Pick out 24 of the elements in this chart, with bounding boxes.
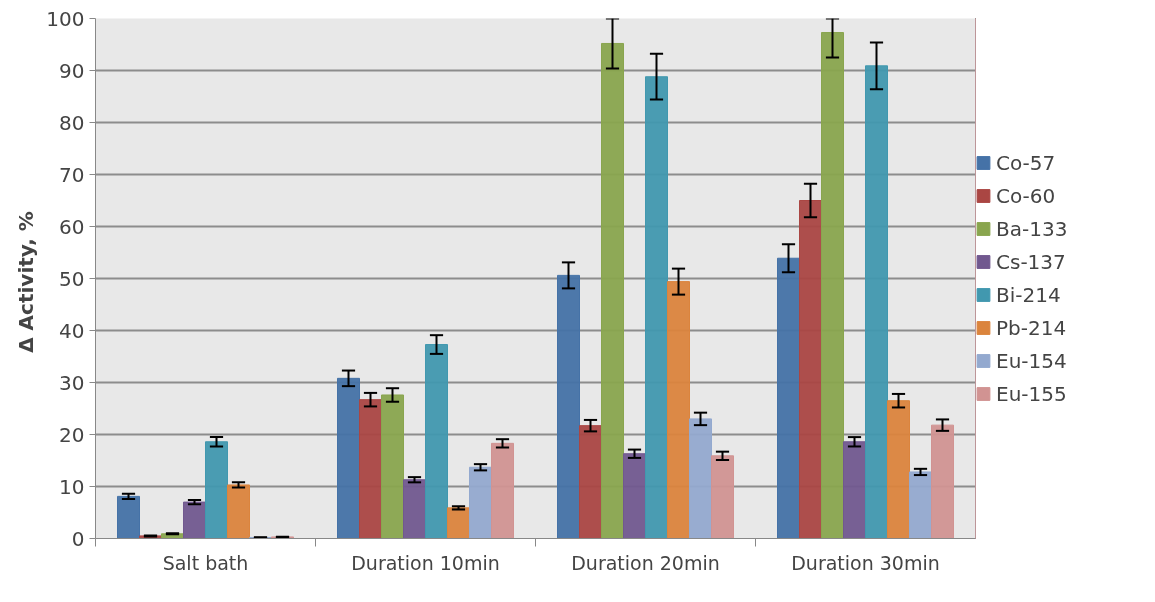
y-tick-label: 70 [59,162,85,187]
y-tick-label: 10 [59,474,85,499]
y-tick-label: 90 [59,58,85,83]
legend-label: Co-57 [996,150,1056,175]
x-tick-label: Salt bath [162,551,249,574]
y-tick-label: 40 [59,318,85,343]
y-tick-label: 60 [59,214,85,239]
legend-label: Cs-137 [996,249,1066,274]
y-tick-label: 80 [59,110,85,135]
legend-label: Bi-214 [996,282,1061,307]
legend-label: Pb-214 [996,315,1067,340]
legend-label: Eu-154 [996,348,1067,373]
legend-label: Eu-155 [996,381,1067,406]
x-tick-label: Duration 30min [791,551,940,574]
legend-label: Ba-133 [996,216,1068,241]
y-tick-label: 30 [59,370,85,395]
y-tick-label: 100 [46,6,85,31]
legend-label: Co-60 [996,183,1056,208]
x-tick-label: Duration 20min [571,551,720,574]
y-tick-label: 0 [71,526,85,551]
x-tick-label: Duration 10min [351,551,500,574]
y-tick-label: 50 [59,266,85,291]
y-axis-title: Δ Activity, % [14,211,39,353]
y-tick-label: 20 [59,422,85,447]
